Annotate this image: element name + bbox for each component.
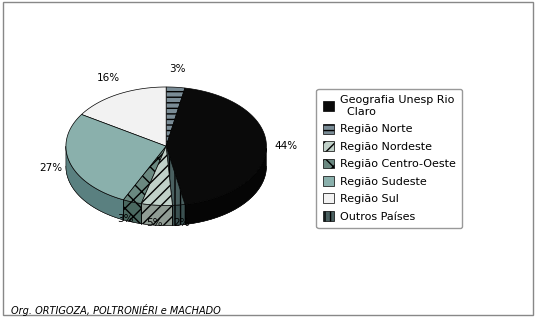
Text: 5%: 5% (146, 218, 163, 228)
Polygon shape (185, 148, 266, 224)
Text: 16%: 16% (96, 73, 120, 83)
Legend: Geografia Unesp Rio
  Claro, Região Norte, Região Nordeste, Região Centro-Oeste,: Geografia Unesp Rio Claro, Região Norte,… (316, 89, 463, 228)
Text: 44%: 44% (275, 141, 298, 151)
Polygon shape (123, 200, 141, 224)
Polygon shape (166, 146, 185, 205)
Polygon shape (166, 88, 266, 204)
Text: Org. ORTIGOZA, POLTRONIÉRI e MACHADO: Org. ORTIGOZA, POLTRONIÉRI e MACHADO (11, 304, 220, 316)
Polygon shape (66, 146, 123, 220)
Text: 2%: 2% (173, 218, 190, 228)
Polygon shape (141, 146, 173, 205)
Text: 27%: 27% (39, 163, 62, 173)
Polygon shape (166, 87, 185, 146)
Polygon shape (173, 204, 185, 225)
Text: 3%: 3% (169, 64, 186, 74)
Polygon shape (123, 146, 166, 204)
Text: 3%: 3% (117, 214, 133, 224)
Polygon shape (141, 204, 173, 225)
Polygon shape (66, 114, 166, 200)
Polygon shape (81, 87, 166, 146)
